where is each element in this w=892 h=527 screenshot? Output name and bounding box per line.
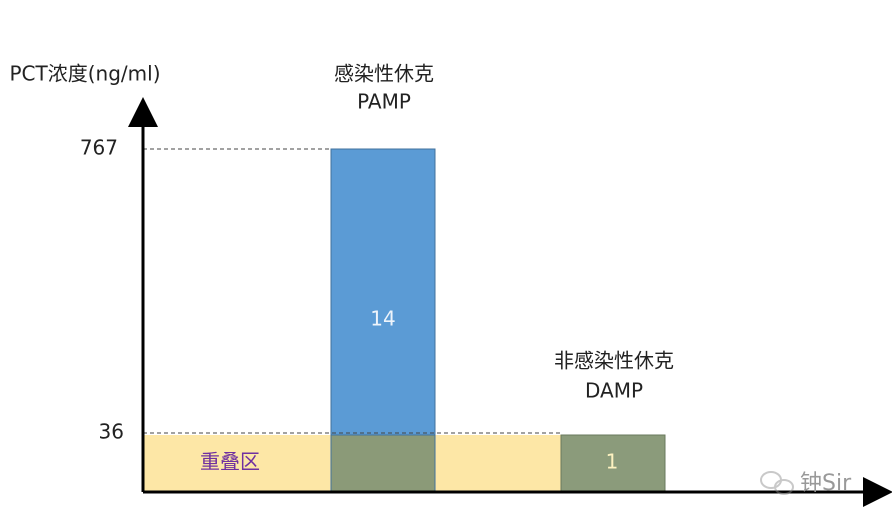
bar-label: 14 — [370, 307, 395, 331]
pamp-bar — [330, 148, 436, 436]
group-title: 非感染性休克 — [554, 349, 674, 373]
axis-label: PCT浓度(ng/ml) — [10, 62, 161, 86]
tick-label: 767 — [80, 136, 118, 160]
group-title: 感染性休克 — [334, 62, 434, 86]
damp-bar — [560, 434, 666, 493]
tick-label: 36 — [99, 420, 124, 444]
pamp-bar-overlap — [330, 434, 436, 493]
bar-label: 1 — [606, 450, 619, 474]
watermark: 钟Sir — [800, 471, 852, 496]
group-subtitle: PAMP — [357, 90, 411, 114]
group-subtitle: DAMP — [585, 379, 643, 403]
watermark-icon — [760, 471, 794, 495]
overlap-label: 重叠区 — [200, 450, 260, 474]
